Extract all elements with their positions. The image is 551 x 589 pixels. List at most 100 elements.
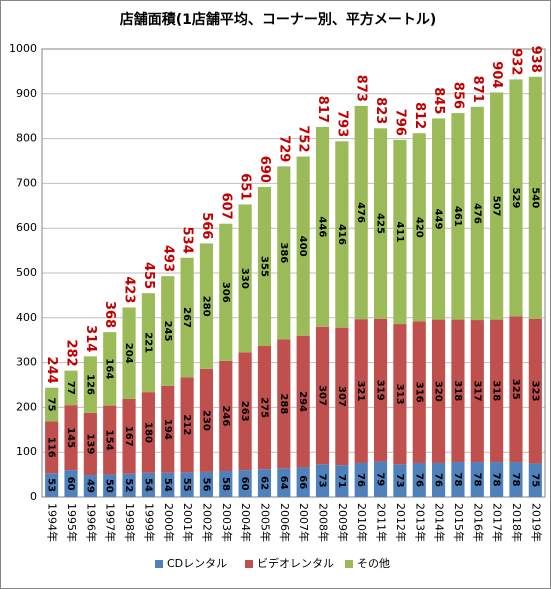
bar-segment [354,462,368,497]
bar-segment [103,332,117,406]
segment-label: 476 [471,203,482,224]
bar-segment [199,368,214,472]
bar-segment [45,387,59,422]
bar-segment [180,257,194,378]
total-label: 871 [470,76,485,103]
x-tick-label: 2019年 [529,503,543,542]
total-label: 796 [392,109,407,136]
segment-label: 60 [65,477,76,491]
x-tick-label: 1998年 [123,503,137,542]
segment-label: 294 [297,391,308,412]
total-label: 566 [199,212,214,239]
y-tick-label: 800 [16,132,37,145]
segment-label: 267 [181,307,192,328]
x-tick-label: 2009年 [336,503,350,542]
segment-label: 53 [46,478,57,492]
segment-label: 139 [84,433,95,454]
bar-segment [470,462,484,497]
total-label: 282 [64,340,79,367]
bar-segment [122,307,136,399]
x-tick-label: 1997年 [104,503,118,542]
bar-segment [296,335,310,468]
bar-segment [432,319,446,463]
segment-label: 78 [491,473,502,487]
y-tick-label: 200 [16,400,37,413]
plot-border [41,48,546,498]
bar-segment [509,316,523,463]
segment-label: 461 [452,206,463,227]
segment-label: 75 [46,398,57,412]
segment-label: 245 [162,321,173,342]
bar-segment [470,106,484,321]
total-label: 368 [102,301,117,328]
y-tick-label: 1000 [9,42,37,55]
total-label: 817 [315,96,330,123]
x-tick-label: 2000年 [162,503,176,542]
segment-label: 71 [336,474,347,488]
segment-label: 411 [394,222,405,243]
bar-segment [315,126,330,327]
x-tick-label: 2001年 [181,503,195,542]
segment-label: 330 [239,268,250,289]
bar-segment [122,398,136,474]
total-label: 690 [257,156,272,183]
total-label: 534 [180,227,195,254]
bar-segment [83,356,97,413]
bar-segment [451,462,465,497]
segment-label: 49 [84,479,95,493]
bar-segment [180,472,194,497]
segment-label: 66 [297,475,308,489]
segment-label: 323 [529,381,540,402]
segment-label: 154 [104,430,115,451]
segment-label: 79 [375,472,386,486]
y-tick-label: 700 [16,176,37,189]
segment-label: 116 [46,437,57,458]
total-label: 423 [122,276,137,303]
bar-segment [393,139,407,325]
bar-segment [528,463,542,497]
segment-label: 320 [433,381,444,402]
segment-label: 317 [471,381,482,402]
bar-segment [83,412,97,476]
bar-segment [238,352,252,471]
bar-segment [335,141,349,328]
x-tick-label: 2002年 [200,503,214,542]
bar-segment [393,464,407,497]
segment-label: 420 [413,217,424,238]
segment-label: 78 [452,473,463,487]
segment-label: 275 [258,397,269,418]
x-tick-label: 1999年 [142,503,156,542]
bar-segment [490,462,504,497]
bar-segment [432,462,446,497]
bar-segment [393,324,407,465]
segment-label: 60 [239,477,250,491]
segment-label: 56 [200,477,211,491]
bar-segment [528,76,542,319]
segment-label: 77 [65,381,76,395]
bar-segment [354,105,368,320]
legend-swatch [345,560,353,568]
bar-segment [315,326,330,465]
bar-segment [412,321,426,463]
segment-label: 76 [413,473,424,487]
bar-segment [277,166,291,340]
bar-segment [315,464,330,497]
y-tick-label: 300 [16,356,37,369]
segment-label: 316 [413,382,424,403]
segment-label: 355 [258,256,269,277]
bar-segment [141,392,155,473]
segment-label: 288 [278,393,289,414]
segment-label: 313 [394,384,405,405]
segment-label: 476 [355,202,366,223]
x-tick-label: 2006年 [278,503,292,542]
legend-label: ビデオレンタル [257,556,334,570]
y-tick-label: 500 [16,266,37,279]
bar-segment [122,473,136,497]
y-tick-label: 900 [16,87,37,100]
bar-segment [161,276,175,386]
segment-label: 319 [375,380,386,401]
segment-label: 246 [220,405,231,426]
bar-segment [296,156,310,336]
bar-segment [354,319,368,463]
